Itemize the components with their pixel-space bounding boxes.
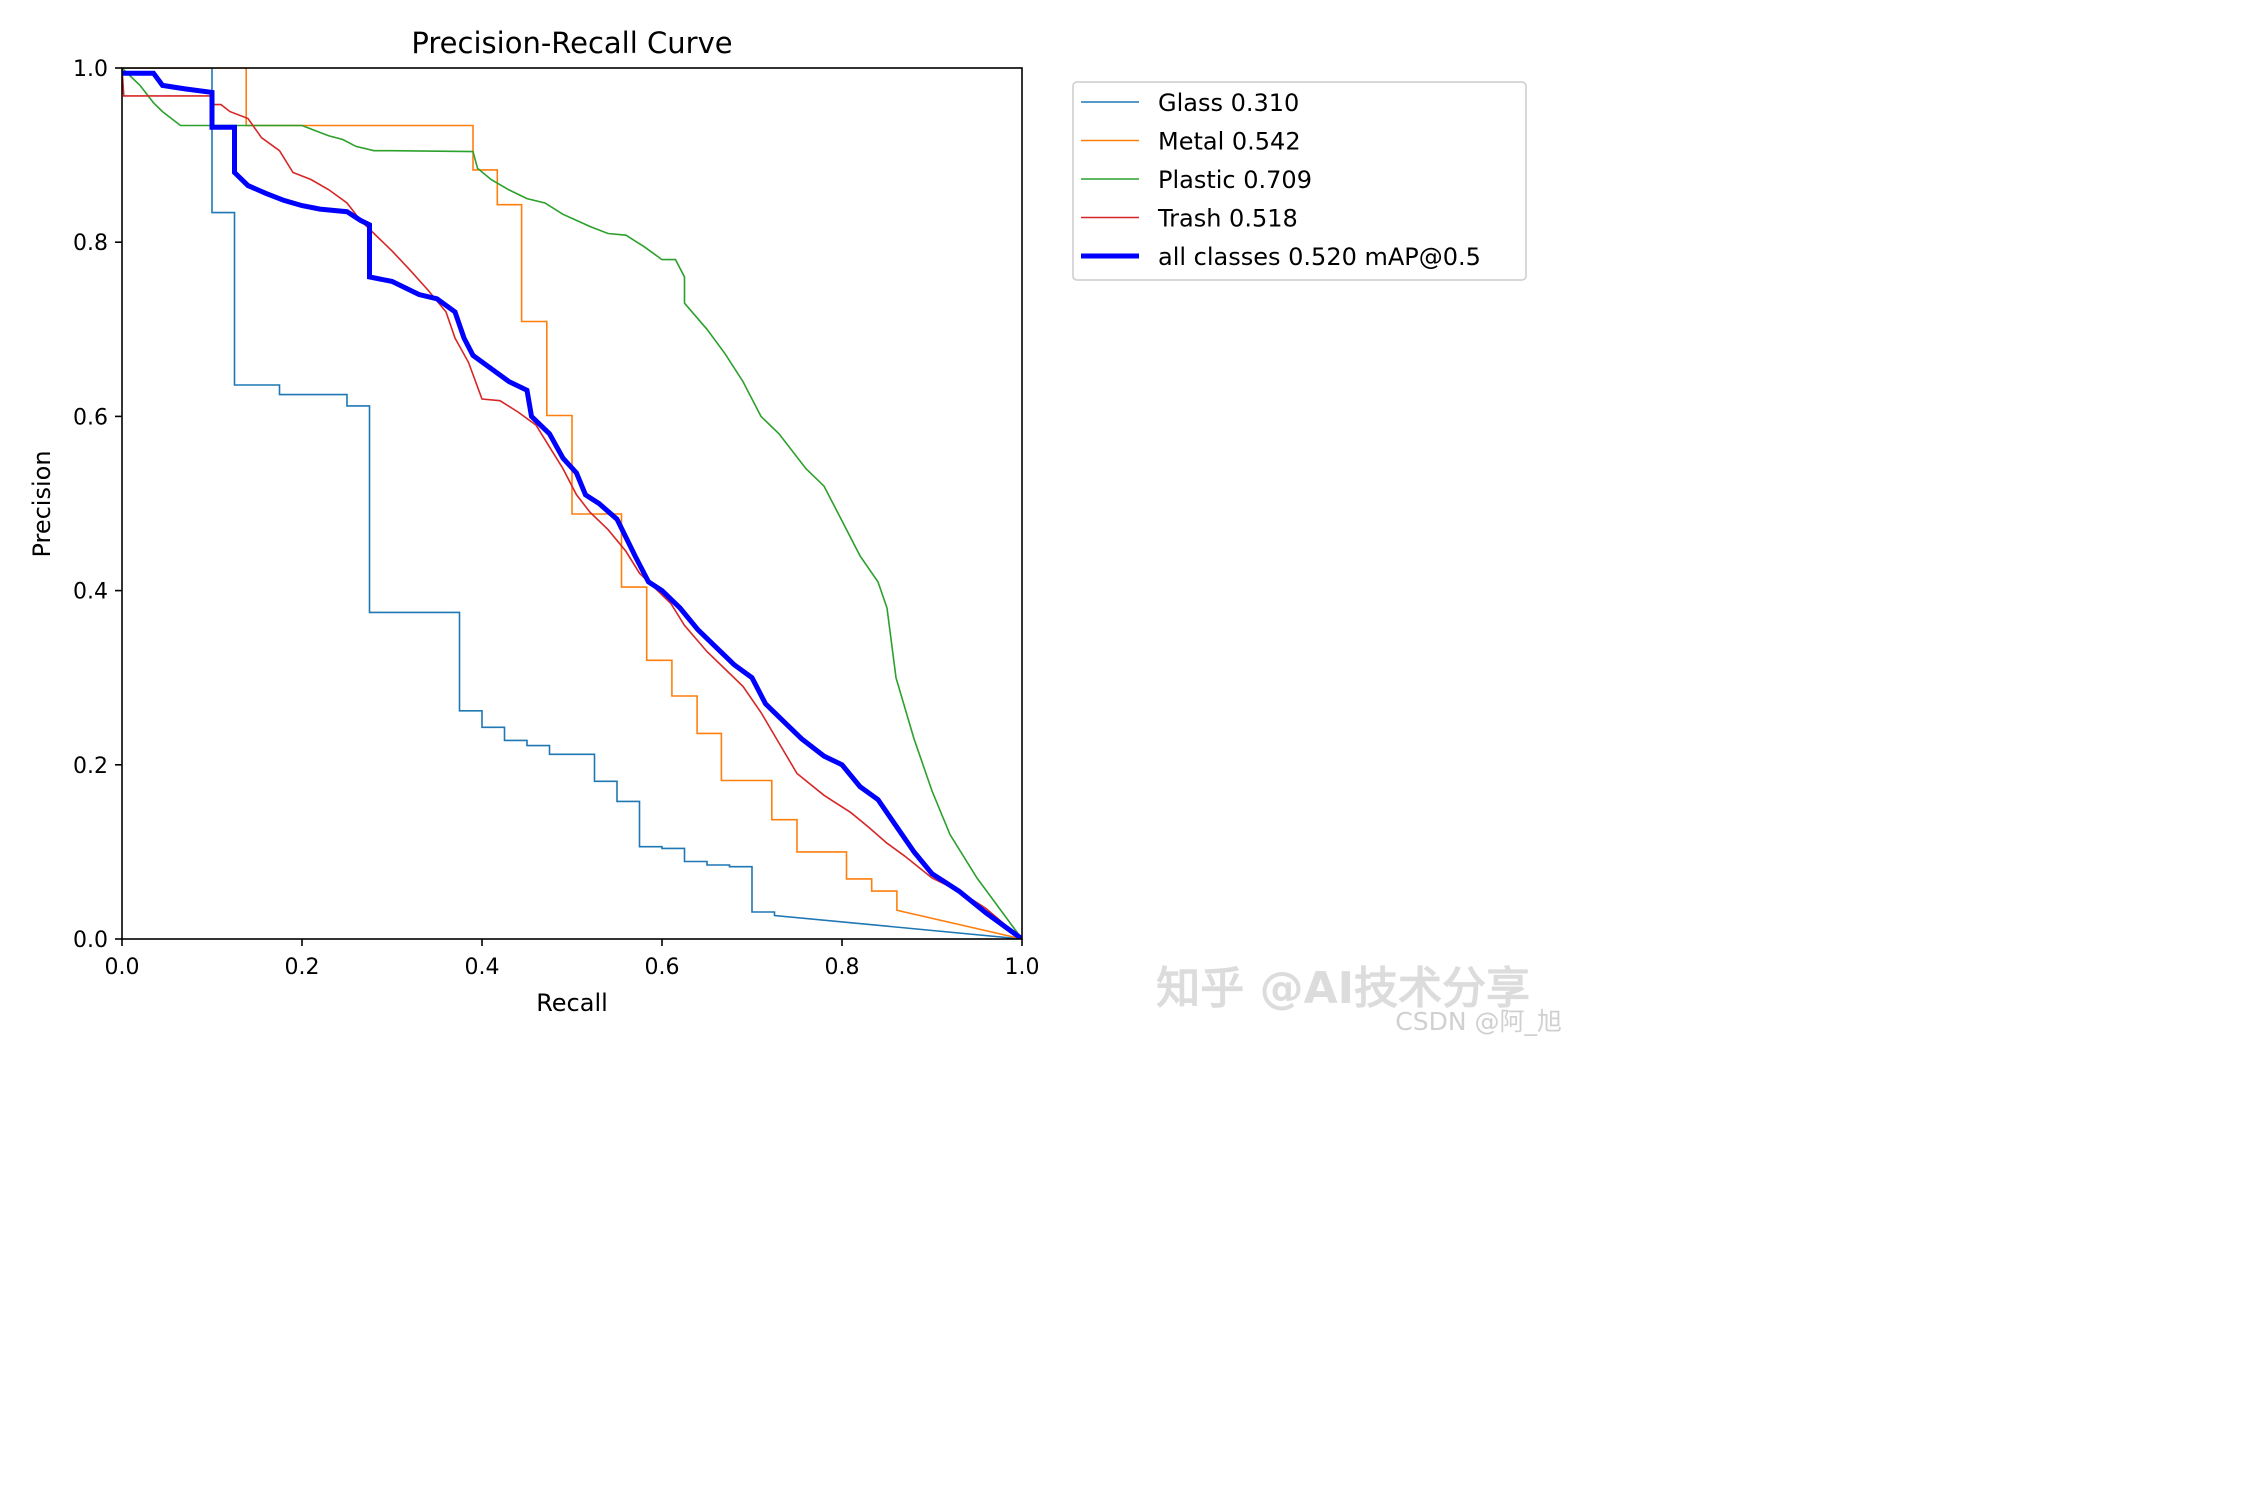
y-tick-label: 1.0	[73, 57, 108, 82]
y-axis-ticks: 0.0 0.2 0.4 0.6 0.8 1.0	[73, 57, 122, 953]
csdn-watermark: CSDN @阿_旭	[1395, 1007, 1562, 1036]
plot-lines	[122, 68, 1022, 939]
x-axis-ticks: 0.0 0.2 0.4 0.6 0.8 1.0	[105, 939, 1040, 980]
legend-label: Metal 0.542	[1158, 128, 1301, 156]
series-line-trash	[122, 68, 1022, 939]
y-tick-label: 0.4	[73, 580, 108, 605]
x-tick-label: 0.4	[465, 955, 500, 980]
x-tick-label: 0.0	[105, 955, 140, 980]
legend: Glass 0.310 Metal 0.542 Plastic 0.709 Trash…	[1072, 81, 1527, 281]
y-tick-label: 0.2	[73, 754, 108, 779]
series-line-plastic	[122, 68, 1022, 939]
y-tick-label: 0.8	[73, 231, 108, 256]
x-tick-label: 0.6	[645, 955, 680, 980]
pr-chart: Precision-Recall Curve 0.0 0.2 0.4 0.6 0.8 1.…	[28, 26, 1527, 1017]
x-tick-label: 1.0	[1005, 955, 1040, 980]
y-axis-label: Precision	[28, 450, 56, 557]
legend-label: Glass 0.310	[1158, 89, 1299, 117]
y-tick-label: 0.0	[73, 928, 108, 953]
legend-label: Plastic 0.709	[1158, 166, 1312, 194]
plot-frame	[121, 67, 1023, 940]
x-tick-label: 0.8	[825, 955, 860, 980]
zhihu-watermark: 知乎 @AI技术分享	[1156, 963, 1530, 1014]
legend-label: Trash 0.518	[1157, 205, 1298, 233]
series-line-glass	[122, 68, 1022, 939]
series-line-all	[122, 70, 1022, 939]
x-tick-label: 0.2	[285, 955, 320, 980]
legend-label: all classes 0.520 mAP@0.5	[1158, 243, 1481, 271]
y-tick-label: 0.6	[73, 405, 108, 430]
chart-title: Precision-Recall Curve	[411, 26, 732, 60]
legend-box	[1072, 81, 1527, 281]
x-axis-label: Recall	[536, 989, 608, 1017]
series-line-metal	[122, 68, 1022, 939]
